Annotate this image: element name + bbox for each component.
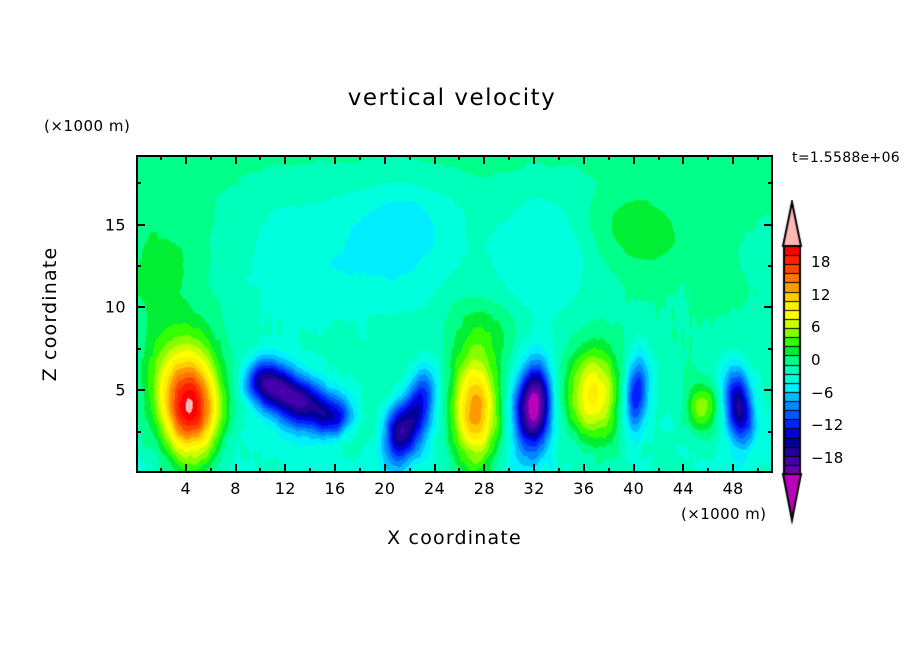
y-minor-tick	[136, 347, 141, 350]
x-tick-label: 24	[424, 479, 446, 498]
x-minor-tick-top	[607, 155, 610, 160]
x-tick-label: 48	[722, 479, 744, 498]
x-minor-tick-top	[508, 155, 511, 160]
x-major-tick-top	[582, 155, 585, 164]
y-major-tick	[136, 306, 145, 309]
x-major-tick-top	[334, 155, 337, 164]
x-minor-tick	[558, 468, 560, 473]
colorbar-tick-label: −12	[811, 416, 844, 435]
y-minor-tick	[136, 182, 141, 185]
x-minor-tick-top	[458, 155, 461, 160]
x-major-tick	[184, 464, 187, 473]
x-tick-label: 32	[523, 479, 545, 498]
x-minor-tick-top	[657, 155, 660, 160]
x-major-tick	[533, 464, 536, 473]
y-major-tick-right	[764, 223, 773, 226]
colorbar-tick-label: −18	[811, 448, 844, 467]
page-title: vertical velocity	[347, 85, 557, 111]
y-major-tick	[136, 223, 145, 226]
x-major-tick	[582, 464, 585, 473]
x-tick-label: 28	[473, 479, 495, 498]
contour-field	[138, 157, 771, 471]
x-minor-tick	[159, 468, 162, 473]
y-minor-tick	[136, 264, 141, 267]
colorbar-tick-label: −6	[811, 383, 834, 402]
x-tick-label: 36	[573, 479, 595, 498]
y-axis-title: Z coordinate	[39, 246, 61, 382]
x-major-tick	[483, 464, 486, 473]
x-tick-label: 8	[230, 479, 241, 498]
x-tick-label: 12	[274, 479, 296, 498]
plot-area	[136, 155, 773, 473]
colorbar-tick-label: 18	[811, 253, 831, 272]
colorbar-tick-label: 6	[811, 318, 821, 337]
y-tick-label: 15	[104, 215, 126, 235]
x-minor-tick-top	[209, 155, 212, 160]
x-minor-tick-top	[757, 155, 760, 160]
x-major-tick-top	[632, 155, 635, 164]
x-major-tick	[284, 464, 287, 473]
y-major-tick-right	[764, 306, 773, 309]
x-minor-tick	[259, 468, 262, 473]
x-major-tick	[632, 464, 635, 473]
colorbar: 18 12 6 0 −6 −12 −18	[779, 200, 843, 530]
x-minor-tick-top	[358, 155, 361, 160]
y-tick-label: 5	[115, 380, 126, 400]
x-major-tick-top	[383, 155, 386, 164]
x-minor-tick	[607, 468, 610, 473]
x-minor-tick	[309, 468, 312, 473]
x-tick-label: 40	[623, 479, 645, 498]
x-minor-tick	[757, 468, 760, 473]
x-tick-label: 4	[180, 479, 192, 498]
x-axis-unit-label: (×1000 m)	[681, 505, 767, 523]
y-minor-tick	[136, 430, 141, 433]
x-tick-label: 20	[374, 479, 396, 498]
x-major-tick-top	[483, 155, 486, 164]
y-tick-label: 10	[104, 297, 126, 317]
x-major-tick	[433, 464, 436, 473]
colorbar-gradient	[779, 200, 839, 526]
x-minor-tick	[458, 468, 461, 473]
x-major-tick-top	[433, 155, 436, 164]
y-axis-unit-label: (×1000 m)	[44, 117, 131, 135]
x-minor-tick-top	[309, 155, 312, 160]
x-minor-tick	[209, 468, 212, 473]
x-minor-tick	[657, 468, 660, 473]
y-minor-tick-right	[768, 347, 773, 350]
y-major-tick-right	[764, 389, 773, 392]
x-minor-tick	[707, 468, 710, 473]
colorbar-tick-label: 12	[811, 285, 831, 304]
x-major-tick-top	[533, 155, 536, 164]
x-major-tick-top	[184, 155, 187, 164]
x-axis-title: X coordinate	[387, 527, 522, 549]
x-minor-tick	[408, 468, 411, 473]
x-major-tick-top	[682, 155, 685, 164]
colorbar-tick-label: 0	[811, 351, 821, 369]
x-minor-tick-top	[558, 155, 560, 160]
x-minor-tick-top	[159, 155, 162, 160]
y-minor-tick-right	[768, 264, 773, 267]
x-major-tick	[682, 464, 685, 473]
x-minor-tick-top	[707, 155, 710, 160]
x-minor-tick	[358, 468, 361, 473]
x-tick-label: 16	[324, 479, 346, 498]
x-major-tick-top	[732, 155, 735, 164]
x-minor-tick-top	[408, 155, 411, 160]
x-major-tick	[732, 464, 735, 473]
x-major-tick-top	[234, 155, 237, 164]
x-major-tick	[383, 464, 386, 473]
y-minor-tick-right	[768, 182, 773, 185]
y-major-tick	[136, 389, 145, 392]
x-major-tick-top	[284, 155, 287, 164]
x-major-tick	[234, 464, 237, 473]
x-tick-label: 44	[672, 479, 695, 498]
x-minor-tick	[508, 468, 511, 473]
x-minor-tick-top	[259, 155, 262, 160]
x-major-tick	[334, 464, 337, 473]
y-minor-tick-right	[768, 430, 773, 433]
timestamp-annotation: t=1.5588e+06	[792, 150, 900, 166]
